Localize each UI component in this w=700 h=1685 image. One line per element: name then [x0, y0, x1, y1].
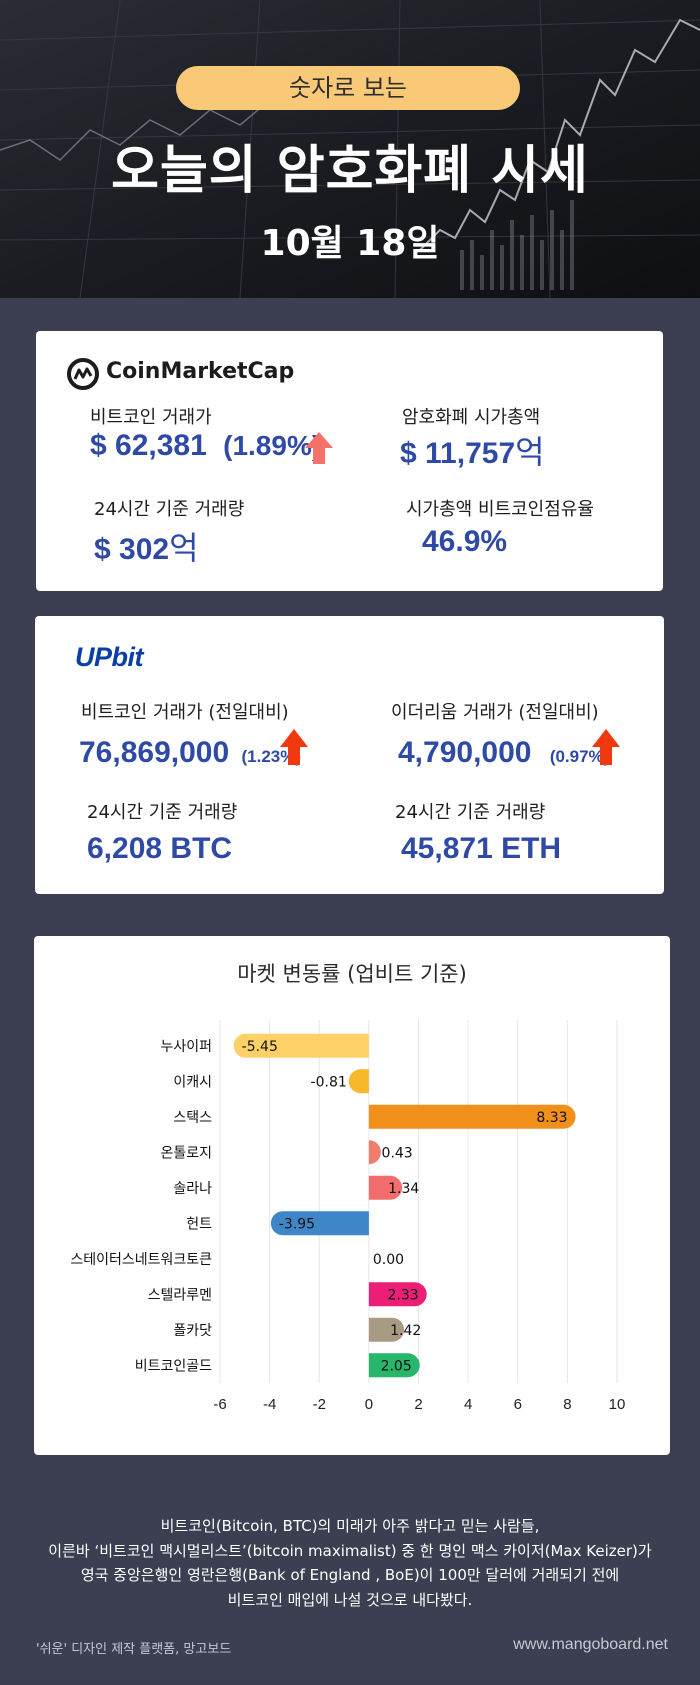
- upbit-btc-change: (1.23%): [241, 747, 302, 766]
- category-label: 스택스: [173, 1110, 212, 1126]
- category-label: 누사이퍼: [160, 1039, 212, 1055]
- page-title: 오늘의 암호화폐 시세: [111, 141, 589, 201]
- bar: [368, 1104, 576, 1129]
- category-label: 헌트: [186, 1216, 212, 1232]
- category-label: 스테이터스네트워크토큰: [70, 1252, 212, 1268]
- x-tick-label: 2: [414, 1396, 422, 1413]
- caption-line: 영국 중앙은행인 영란은행(Bank of England , BoE)이 10…: [80, 1566, 620, 1584]
- upbit-eth-volume: 45,871 ETH: [401, 832, 562, 865]
- x-tick-label: 0: [365, 1396, 373, 1413]
- bar: [270, 1211, 369, 1236]
- market-cap-unit: 억: [515, 433, 545, 471]
- x-tick-label: 6: [514, 1396, 522, 1413]
- btc-change: (1.89%): [223, 430, 322, 461]
- upbit-eth-price: 4,790,000: [398, 736, 532, 769]
- upbit-eth-change: (0.97%): [549, 747, 610, 766]
- data-label: -5.45: [242, 1039, 278, 1055]
- data-label: -3.95: [279, 1216, 315, 1232]
- caption-line: 이른바 ‘비트코인 맥시멀리스트’(bitcoin maximalist) 중 …: [48, 1541, 652, 1560]
- data-label: 1.34: [388, 1181, 419, 1197]
- market-change-bar-chart: -6 -4 -2 0 2 4 6 8 10 누사이퍼 -5.45 이캐시 -0.81 스택스 8.33 온톨로…: [70, 1020, 626, 1413]
- footer-credit: '쉬운' 디자인 제작 플랫폼, 망고보드: [36, 1642, 232, 1657]
- article-caption: 비트코인(Bitcoin, BTC)의 미래가 아주 밝다고 믿는 사람들, 이…: [0, 1514, 700, 1612]
- upbit-btc-volume: 6,208 BTC: [87, 832, 233, 865]
- x-tick-label: 10: [609, 1396, 626, 1413]
- upbit-btc-price-label: 비트코인 거래가 (전일대비): [81, 702, 289, 723]
- bar: [368, 1353, 420, 1378]
- chart-title: 마켓 변동률 (업비트 기준): [237, 962, 467, 986]
- market-cap-value: $ 11,757억: [400, 427, 545, 473]
- dominance-value: 46.9%: [422, 525, 508, 558]
- volume-unit: 억: [169, 529, 199, 567]
- btc-price-value: $ 62,381 (1.89%): [90, 429, 321, 463]
- upbit-eth-volume-label: 24시간 기준 거래량: [395, 802, 546, 823]
- data-label: 2.33: [388, 1287, 419, 1303]
- upbit-btc-price-value: 76,869,000 (1.23%): [79, 736, 301, 770]
- caption-line: 비트코인 매입에 나설 것으로 내다봤다.: [227, 1590, 473, 1609]
- bar: [368, 1282, 427, 1307]
- bar: [233, 1033, 369, 1058]
- upbit-btc-price: 76,869,000: [79, 736, 230, 769]
- upbit-card: UPbit 비트코인 거래가 (전일대비) 76,869,000 (1.23%)…: [35, 616, 664, 894]
- upbit-logo: UPbit: [75, 642, 144, 672]
- market-cap-label: 암호화폐 시가총액: [402, 407, 541, 428]
- up-arrow-icon: [280, 729, 308, 765]
- stock-chart-background: [0, 0, 700, 298]
- upbit-eth-price-value: 4,790,000 (0.97%): [398, 736, 609, 770]
- category-label: 솔라나: [173, 1181, 212, 1197]
- dominance-label: 시가총액 비트코인점유율: [406, 499, 594, 520]
- data-label: 0.43: [382, 1145, 413, 1161]
- x-tick-label: -2: [313, 1396, 326, 1413]
- bar: [368, 1175, 403, 1200]
- data-label: 1.42: [390, 1323, 421, 1339]
- coinmarketcap-logo-icon: [67, 358, 99, 390]
- btc-price-label: 비트코인 거래가: [90, 407, 212, 428]
- category-label: 이캐시: [173, 1074, 212, 1090]
- hero-banner: 숫자로 보는 오늘의 암호화폐 시세 10월 18일: [0, 0, 700, 298]
- footer-link[interactable]: www.mangoboard.net: [513, 1636, 668, 1653]
- date-label: 10월 18일: [260, 223, 440, 264]
- market-change-chart-card: 마켓 변동률 (업비트 기준) -6 -4 -2 0 2 4 6 8 10 누사이퍼 -5.45 이캐…: [34, 936, 670, 1455]
- volume: $ 302: [94, 533, 170, 566]
- x-tick-label: 8: [563, 1396, 571, 1413]
- category-label: 온톨로지: [160, 1145, 212, 1161]
- category-label: 비트코인골드: [135, 1358, 212, 1374]
- bar: [368, 1317, 405, 1342]
- market-cap: $ 11,757: [400, 437, 516, 470]
- upbit-eth-price-label: 이더리움 거래가 (전일대비): [391, 702, 599, 723]
- bar: [368, 1140, 381, 1165]
- data-label: 2.05: [381, 1358, 412, 1374]
- upbit-btc-volume-label: 24시간 기준 거래량: [87, 802, 238, 823]
- category-label: 스텔라루멘: [148, 1287, 212, 1303]
- volume-value: $ 302억: [94, 523, 199, 569]
- x-tick-label: -6: [213, 1396, 226, 1413]
- btc-price: $ 62,381: [90, 429, 207, 462]
- x-tick-label: -4: [263, 1396, 276, 1413]
- data-label: 0.00: [373, 1252, 404, 1268]
- caption-line: 비트코인(Bitcoin, BTC)의 미래가 아주 밝다고 믿는 사람들,: [160, 1517, 540, 1535]
- subtitle-pill: 숫자로 보는: [176, 66, 520, 110]
- category-label: 폴카닷: [173, 1323, 212, 1339]
- x-tick-label: 4: [464, 1396, 472, 1413]
- coinmarketcap-logo-text: CoinMarketCap: [106, 359, 295, 384]
- coinmarketcap-card: CoinMarketCap 비트코인 거래가 $ 62,381 (1.89%) …: [36, 331, 663, 591]
- volume-label: 24시간 기준 거래량: [94, 499, 245, 520]
- up-arrow-icon: [592, 729, 620, 765]
- data-label: -0.81: [311, 1074, 347, 1090]
- up-arrow-icon: [305, 432, 333, 464]
- data-label: 8.33: [536, 1110, 567, 1126]
- bar: [348, 1069, 369, 1094]
